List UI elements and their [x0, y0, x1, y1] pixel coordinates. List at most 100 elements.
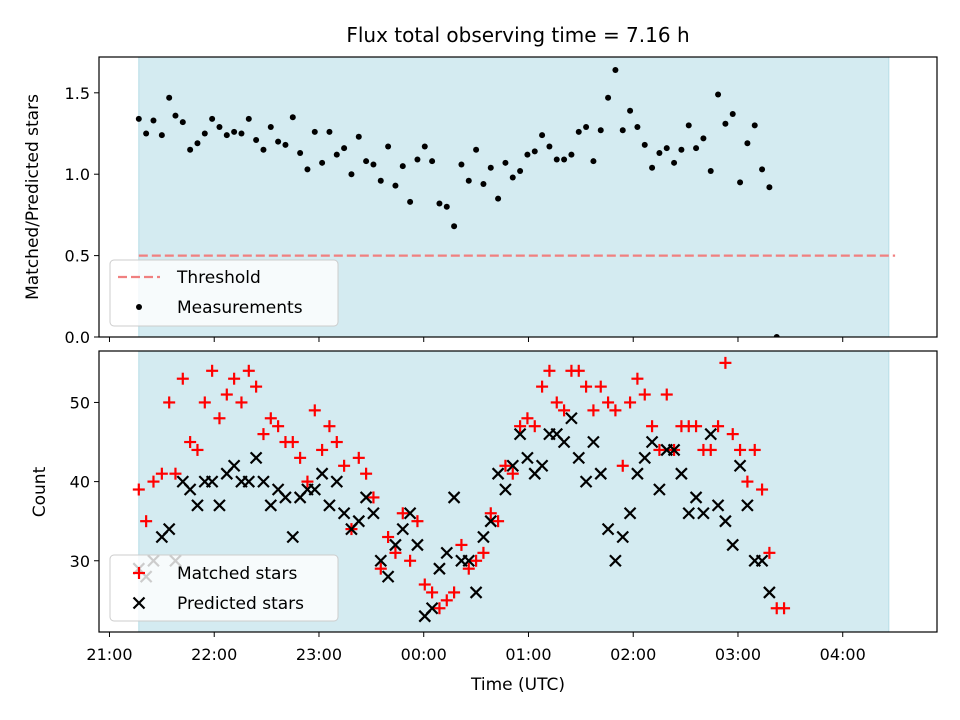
- measurement-point: [143, 130, 150, 137]
- matched-point: [653, 443, 666, 456]
- measurement-point: [773, 334, 780, 337]
- predicted-point: [469, 586, 483, 599]
- matched-point: [440, 594, 453, 607]
- matched-point: [367, 491, 380, 504]
- predicted-point: [682, 506, 696, 520]
- matched-point: [543, 364, 556, 377]
- marker-stroke: [389, 538, 402, 552]
- matched-point: [572, 364, 585, 377]
- marker-stroke: [411, 538, 424, 552]
- marker-stroke: [609, 554, 622, 568]
- measurement-point: [619, 127, 626, 134]
- measurement-point: [700, 135, 707, 142]
- predicted-point: [227, 459, 241, 473]
- measurement-point: [693, 145, 700, 152]
- measurement-point: [487, 164, 494, 171]
- predicted-point: [403, 506, 417, 520]
- marker-stroke: [162, 522, 176, 536]
- predicted-point: [616, 530, 630, 544]
- matched-point: [272, 420, 285, 433]
- matched-point: [778, 602, 791, 615]
- marker-stroke: [491, 467, 505, 480]
- marker-stroke: [242, 475, 256, 488]
- matched-point: [719, 356, 732, 369]
- predicted-point: [242, 475, 256, 488]
- marker-stroke: [264, 499, 278, 512]
- measurement-point: [319, 159, 326, 166]
- matched-point: [528, 420, 541, 433]
- marker-stroke: [191, 499, 204, 512]
- measurement-point: [685, 122, 692, 129]
- measurement-point: [546, 143, 553, 150]
- x-tick-label: 01:00: [505, 645, 551, 664]
- measurement-point: [370, 161, 377, 168]
- measurement-point: [355, 133, 362, 140]
- marker-stroke: [257, 475, 270, 488]
- marker-stroke: [176, 475, 190, 488]
- matched-point: [748, 443, 761, 456]
- predicted-point: [213, 499, 226, 512]
- x-tick-label: 02:00: [610, 645, 656, 664]
- measurement-point: [429, 158, 436, 165]
- measurement-point: [473, 146, 480, 153]
- measurement-point: [502, 159, 509, 166]
- matched-point: [132, 483, 145, 496]
- marker-stroke: [227, 459, 241, 473]
- measurement-point: [135, 115, 142, 122]
- measurement-point: [524, 151, 531, 158]
- marker-stroke: [484, 514, 498, 528]
- predicted-point: [205, 475, 219, 488]
- predicted-point: [631, 467, 644, 480]
- measurement-point: [216, 124, 223, 130]
- measurement-point: [539, 132, 546, 139]
- predicted-point: [491, 467, 505, 480]
- measurement-point: [253, 137, 260, 144]
- matched-point: [396, 507, 409, 520]
- measurement-point: [561, 156, 568, 163]
- predicted-point: [374, 554, 388, 568]
- predicted-point: [601, 522, 615, 536]
- matched-point: [477, 546, 490, 559]
- predicted-point: [741, 499, 754, 512]
- predicted-point: [645, 435, 659, 449]
- matched-point: [250, 380, 263, 393]
- matched-point: [163, 396, 176, 409]
- matched-point: [338, 459, 351, 472]
- measurement-point: [223, 132, 230, 139]
- measurement-point: [209, 115, 216, 122]
- marker-stroke: [396, 522, 410, 536]
- matched-point: [198, 396, 211, 409]
- marker-stroke: [359, 491, 373, 504]
- predicted-point: [330, 475, 344, 488]
- measurement-point: [451, 223, 458, 230]
- measurement-point: [480, 180, 487, 187]
- marker-stroke: [271, 483, 285, 496]
- matched-point: [140, 515, 153, 528]
- predicted-point: [440, 546, 454, 560]
- legend-matched-label: Matched stars: [177, 564, 297, 584]
- matched-point: [235, 396, 248, 409]
- measurement-point: [304, 166, 311, 173]
- matched-point: [609, 404, 622, 417]
- matched-point: [624, 396, 637, 409]
- marker-stroke: [183, 483, 197, 496]
- predicted-point: [286, 530, 300, 544]
- matched-point: [741, 475, 754, 488]
- matched-point: [550, 396, 563, 409]
- matched-point: [264, 412, 277, 425]
- marker-stroke: [132, 596, 146, 610]
- matched-point: [147, 475, 160, 488]
- marker-stroke: [469, 586, 483, 599]
- ratio-legend: Threshold Measurements: [109, 259, 339, 327]
- measurement-point: [282, 141, 289, 148]
- measurement-point: [553, 156, 560, 163]
- predicted-point: [711, 499, 725, 512]
- legend-predicted-swatch: [132, 596, 146, 610]
- matched-point: [638, 388, 651, 401]
- predicted-point: [381, 570, 395, 583]
- matched-point: [360, 467, 373, 480]
- ratio-axes-frame: [98, 56, 938, 338]
- measurement-point: [333, 151, 340, 158]
- marker-stroke: [697, 506, 710, 520]
- predicted-point: [323, 499, 336, 512]
